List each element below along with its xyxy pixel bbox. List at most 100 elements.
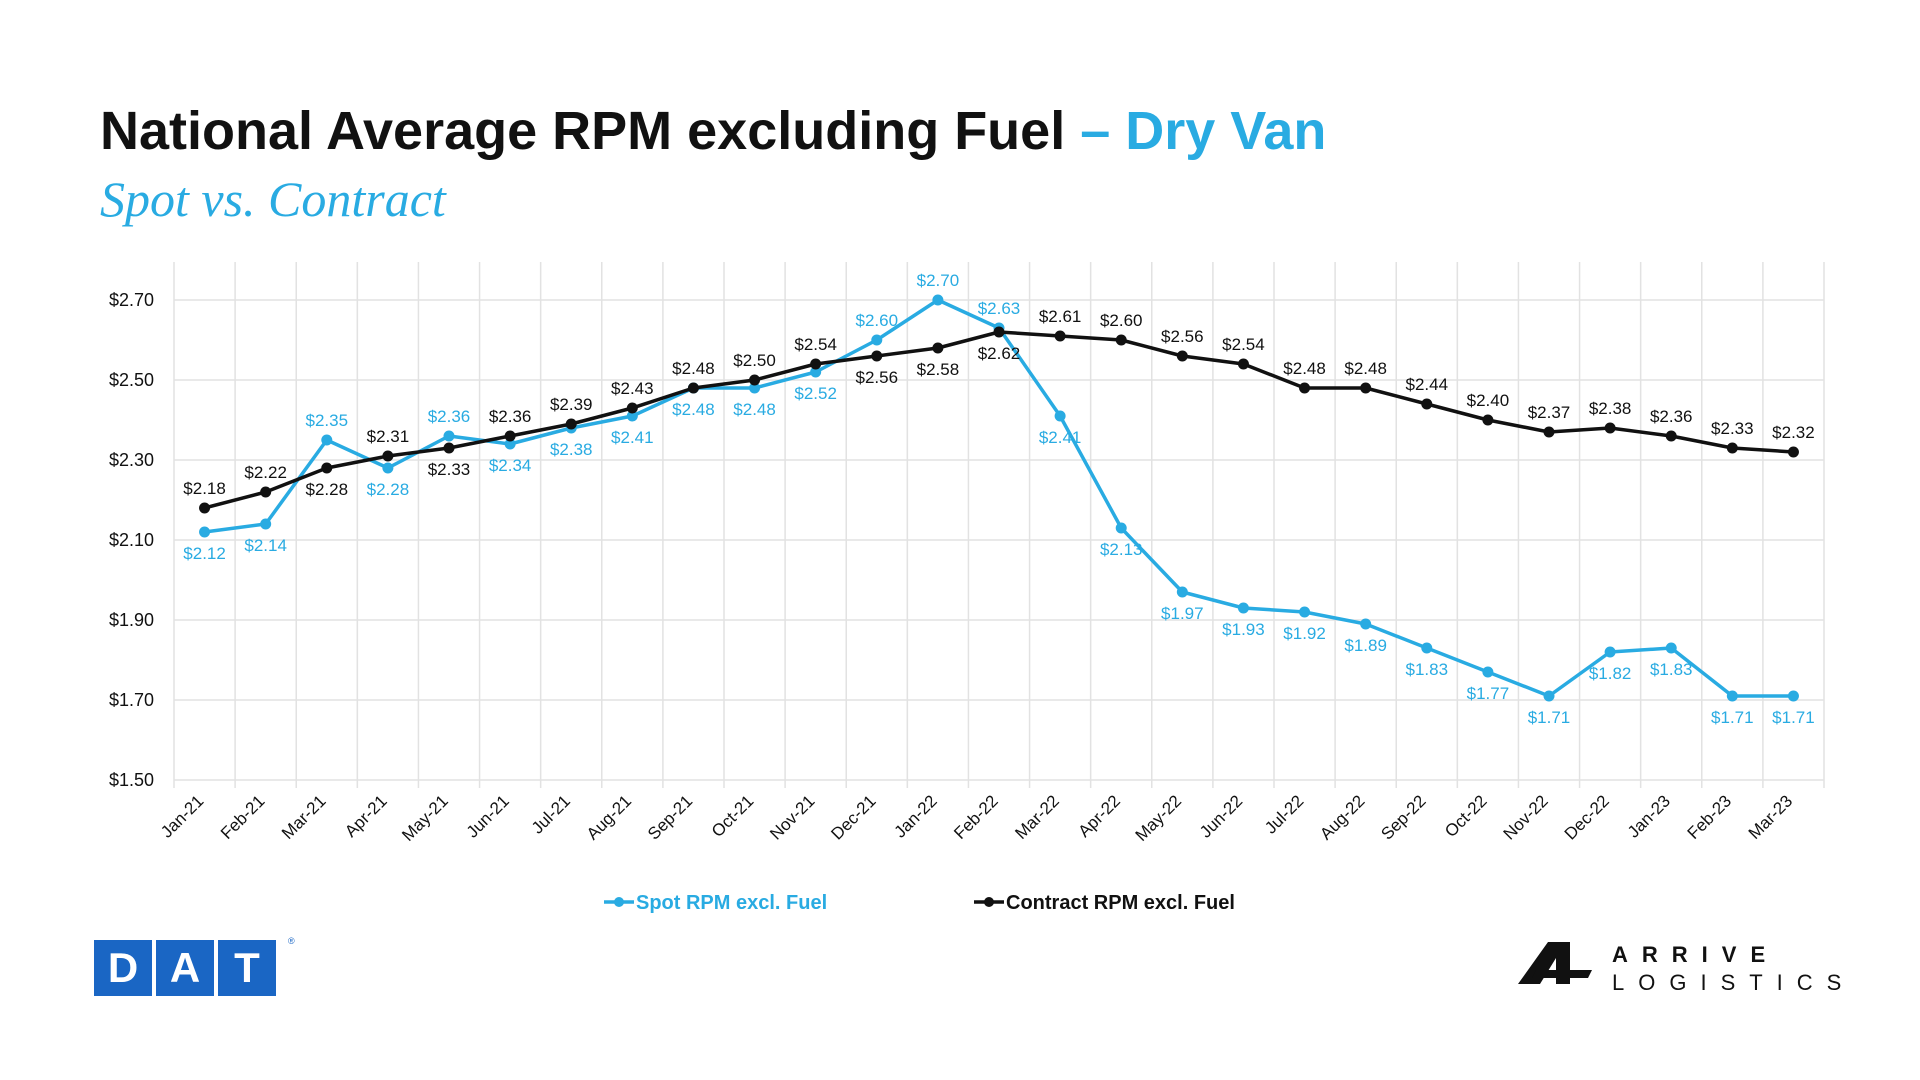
series-0-data-label: $2.35 bbox=[306, 411, 349, 430]
series-0-data-label: $2.38 bbox=[550, 440, 593, 459]
series-1-point bbox=[260, 486, 272, 498]
series-1-data-label: $2.43 bbox=[611, 379, 654, 398]
series-0-data-label: $1.71 bbox=[1528, 708, 1571, 727]
chart-subtitle: Spot vs. Contract bbox=[100, 171, 446, 227]
series-1-point bbox=[504, 430, 516, 442]
series-1-point bbox=[1421, 398, 1433, 410]
legend-marker-0 bbox=[614, 897, 624, 907]
series-0-point bbox=[871, 334, 883, 346]
x-tick-label: Mar-21 bbox=[278, 791, 330, 843]
series-0-point bbox=[932, 294, 944, 306]
legend: Spot RPM excl. Fuel Contract RPM excl. Fu… bbox=[604, 892, 1235, 914]
x-tick-label: Jan-23 bbox=[1624, 791, 1674, 841]
x-tick-label: Oct-21 bbox=[708, 791, 758, 841]
series-1-point bbox=[1176, 350, 1188, 362]
series-0-point bbox=[1299, 606, 1311, 618]
series-1-data-label: $2.22 bbox=[244, 463, 287, 482]
series-1-data-label: $2.48 bbox=[1283, 359, 1326, 378]
x-tick-label: May-22 bbox=[1132, 791, 1186, 845]
series-1-data-label: $2.38 bbox=[1589, 399, 1632, 418]
series-0-data-label: $2.52 bbox=[794, 384, 837, 403]
series-0-point bbox=[1787, 690, 1799, 702]
series-1-point bbox=[443, 442, 455, 454]
y-tick-label: $2.30 bbox=[109, 450, 154, 470]
x-tick-label: Sep-21 bbox=[644, 791, 696, 843]
dat-logo-letter-d: D bbox=[94, 940, 152, 996]
series-0-point bbox=[504, 438, 516, 450]
series-1-point bbox=[1543, 426, 1555, 438]
series-1-data-label: $2.58 bbox=[917, 360, 960, 379]
series-0-data-label: $1.71 bbox=[1772, 708, 1815, 727]
x-tick-label: Feb-21 bbox=[217, 791, 269, 843]
y-tick-label: $2.70 bbox=[109, 290, 154, 310]
series-1-data-label: $2.31 bbox=[367, 427, 410, 446]
series-1-point bbox=[1665, 430, 1677, 442]
series-1-data-label: $2.40 bbox=[1467, 391, 1510, 410]
series-1-point bbox=[1787, 446, 1799, 458]
x-tick-label: Jun-22 bbox=[1196, 791, 1246, 841]
series-0-point bbox=[1543, 690, 1555, 702]
series-0-data-label: $1.93 bbox=[1222, 620, 1265, 639]
series-1-point bbox=[1726, 442, 1738, 454]
x-tick-label: Dec-22 bbox=[1561, 791, 1613, 843]
legend-marker-1 bbox=[984, 897, 994, 907]
x-tick-label: Nov-21 bbox=[766, 791, 818, 843]
series-1-point bbox=[871, 350, 883, 362]
series-0-data-label: $2.14 bbox=[244, 536, 287, 555]
series-0-point bbox=[1237, 602, 1249, 614]
series-0-point bbox=[810, 366, 822, 378]
series-1-data-label: $2.39 bbox=[550, 395, 593, 414]
series-1-point bbox=[1604, 422, 1616, 434]
series-0-data-label: $2.41 bbox=[611, 428, 654, 447]
series-1-data-label: $2.36 bbox=[489, 407, 532, 426]
series-1-point bbox=[749, 374, 761, 386]
series-0-data-label: $2.48 bbox=[672, 400, 715, 419]
series-0-point bbox=[1726, 690, 1738, 702]
x-tick-label: Aug-22 bbox=[1316, 791, 1368, 843]
series-1-data-label: $2.54 bbox=[1222, 335, 1265, 354]
x-tick-label: Dec-21 bbox=[827, 791, 879, 843]
series-1-point bbox=[321, 462, 333, 474]
legend-label-1: Contract RPM excl. Fuel bbox=[1006, 892, 1235, 914]
series-layer bbox=[199, 294, 1799, 702]
y-tick-label: $1.70 bbox=[109, 690, 154, 710]
x-tick-label: Sep-22 bbox=[1377, 791, 1429, 843]
dat-logo-letter-t: T bbox=[218, 940, 276, 996]
legend-label-0: Spot RPM excl. Fuel bbox=[636, 892, 827, 914]
y-tick-label: $1.50 bbox=[109, 770, 154, 790]
x-tick-label: Oct-22 bbox=[1441, 791, 1491, 841]
data-label-layer: $2.12 $2.14 $2.35 $2.28 $2.36 $2.34 $2.38 $2.41… bbox=[183, 271, 1814, 727]
x-tick-label: Aug-21 bbox=[583, 791, 635, 843]
series-0-point bbox=[321, 434, 333, 446]
series-1-data-label: $2.28 bbox=[306, 480, 349, 499]
series-0-point bbox=[1176, 586, 1188, 598]
x-tick-label: Apr-22 bbox=[1075, 791, 1125, 841]
series-0-point bbox=[1421, 642, 1433, 654]
series-0-point bbox=[382, 462, 394, 474]
series-1-point bbox=[1299, 382, 1311, 394]
series-0-data-label: $2.12 bbox=[183, 544, 226, 563]
series-0-data-label: $1.82 bbox=[1589, 664, 1632, 683]
series-1-data-label: $2.60 bbox=[1100, 311, 1143, 330]
series-0-data-label: $1.83 bbox=[1406, 660, 1449, 679]
y-tick-label: $2.10 bbox=[109, 530, 154, 550]
series-0-point bbox=[1604, 646, 1616, 658]
series-1-point bbox=[993, 326, 1005, 338]
series-1-data-label: $2.48 bbox=[1344, 359, 1387, 378]
x-tick-label: Feb-23 bbox=[1684, 791, 1736, 843]
series-0-data-label: $1.71 bbox=[1711, 708, 1754, 727]
x-tick-label: Jun-21 bbox=[463, 791, 513, 841]
grid-layer bbox=[173, 262, 1825, 788]
series-0-data-label: $2.28 bbox=[367, 480, 410, 499]
arrive-logo-icon bbox=[1518, 942, 1592, 984]
series-1-data-label: $2.48 bbox=[672, 359, 715, 378]
series-1-data-label: $2.50 bbox=[733, 351, 776, 370]
x-tick-label: Nov-22 bbox=[1500, 791, 1552, 843]
series-1-data-label: $2.37 bbox=[1528, 403, 1571, 422]
x-tick-label: Mar-23 bbox=[1745, 791, 1797, 843]
x-tick-label: Jul-21 bbox=[528, 791, 574, 837]
arrive-logo-word: ARRIVE bbox=[1612, 942, 1780, 967]
series-0-point bbox=[1665, 642, 1677, 654]
series-0-point bbox=[260, 518, 272, 530]
